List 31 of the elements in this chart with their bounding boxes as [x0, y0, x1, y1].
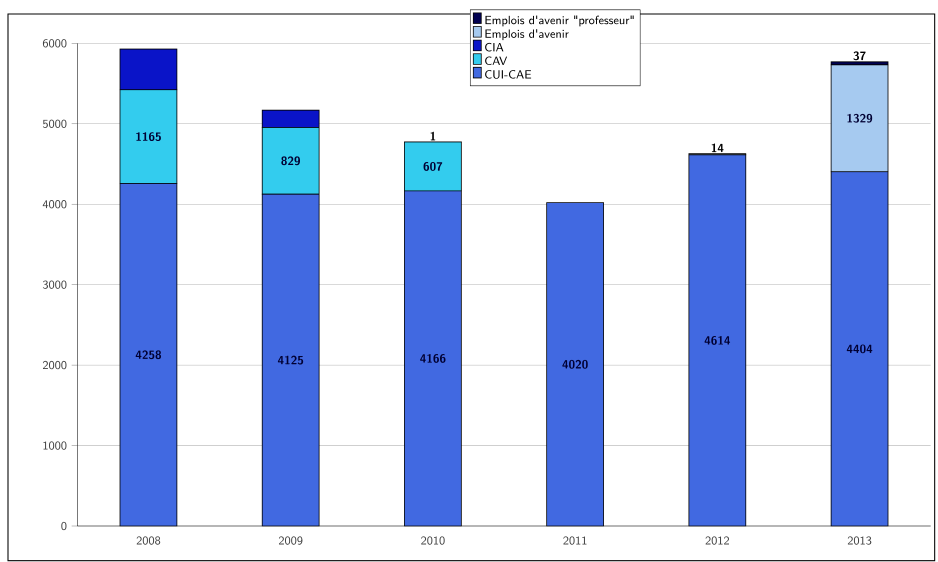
- x-tick-label: 2011: [563, 536, 586, 545]
- x-tick-label: 2013: [848, 536, 872, 545]
- y-tick-label: 0: [61, 522, 66, 530]
- data-label: 4258: [136, 350, 162, 360]
- data-label: 4166: [420, 354, 446, 363]
- data-label: 4404: [846, 344, 872, 354]
- data-label: 1329: [847, 114, 872, 123]
- data-label: 4125: [278, 356, 304, 364]
- data-label: 1165: [136, 132, 161, 142]
- legend-label: CAV: [485, 56, 508, 66]
- y-tick-label: 2000: [42, 360, 66, 370]
- y-tick-label: 5000: [42, 120, 66, 128]
- legend-label: Emplois d'avenir "professeur": [485, 16, 634, 26]
- data-label: 829: [281, 156, 300, 166]
- data-label: 14: [712, 144, 724, 152]
- y-tick-label: 3000: [42, 280, 66, 289]
- y-tick-label: 1000: [43, 441, 66, 450]
- data-label: 4614: [704, 336, 730, 345]
- data-label: 607: [424, 162, 442, 171]
- y-tick-label: 4000: [42, 200, 66, 208]
- x-tick-label: 2012: [706, 536, 730, 545]
- data-label: 1: [430, 132, 436, 140]
- data-label: 4020: [562, 360, 588, 369]
- y-tick-label: 6000: [42, 39, 66, 48]
- x-tick-label: 2010: [421, 536, 445, 545]
- legend-label: CIA: [485, 42, 504, 52]
- x-tick-label: 2009: [278, 536, 302, 545]
- legend-label: CUI-CAE: [485, 70, 532, 79]
- x-tick-label: 2008: [136, 536, 160, 545]
- data-label: 37: [854, 51, 866, 60]
- legend-label: Emplois d'avenir: [485, 29, 569, 40]
